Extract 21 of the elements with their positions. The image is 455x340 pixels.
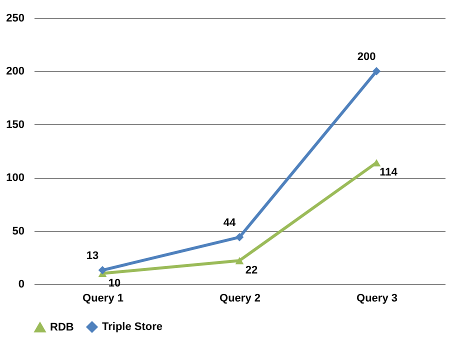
y-tick-label: 250 <box>6 12 24 24</box>
x-tick-label: Query 1 <box>82 292 124 304</box>
point <box>235 233 244 242</box>
data-label: 114 <box>380 166 398 179</box>
legend-label: Triple Store <box>102 321 163 333</box>
data-label: 13 <box>86 250 99 262</box>
data-label: 10 <box>108 277 121 290</box>
x-tick-label: Query 3 <box>356 292 398 304</box>
point <box>98 266 107 274</box>
y-tick-label: 200 <box>6 66 24 78</box>
legend-label: RDB <box>50 321 74 334</box>
y-tick-label: 150 <box>6 118 24 131</box>
point <box>235 256 244 264</box>
x-tick-label: Query 2 <box>220 292 260 304</box>
y-tick-label: 50 <box>12 225 24 238</box>
data-label: 44 <box>223 217 236 230</box>
point <box>372 67 381 76</box>
data-label: 22 <box>245 264 258 277</box>
data-label: 200 <box>357 51 376 64</box>
y-tick-label: 0 <box>18 278 24 290</box>
y-tick-label: 100 <box>6 172 24 184</box>
